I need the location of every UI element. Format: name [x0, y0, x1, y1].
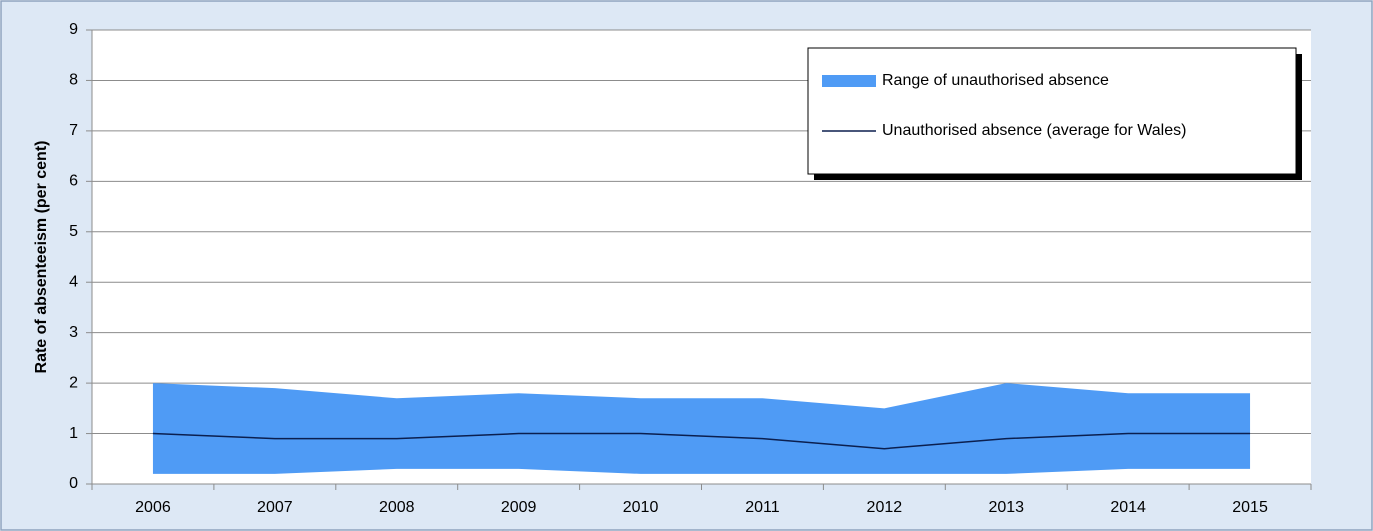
legend: Range of unauthorised absence Unauthorise… — [807, 47, 1302, 180]
grid — [92, 29, 1311, 485]
legend-box — [807, 47, 1297, 175]
y-tick-label: 4 — [69, 273, 78, 290]
y-tick-label: 5 — [69, 223, 78, 240]
legend-label: Unauthorised absence (average for Wales) — [882, 122, 1186, 139]
legend-swatch — [822, 75, 876, 87]
x-tick-label: 2008 — [379, 499, 415, 516]
y-tick-label: 8 — [69, 72, 78, 89]
y-tick-label: 2 — [69, 374, 78, 391]
x-tick-label: 2015 — [1232, 499, 1268, 516]
y-tick-label: 7 — [69, 122, 78, 139]
x-tick-label: 2009 — [501, 499, 537, 516]
x-tick-label: 2011 — [745, 499, 780, 516]
y-tick-label: 0 — [69, 475, 78, 492]
legend-label: Range of unauthorised absence — [882, 72, 1109, 89]
x-tick-label: 2013 — [988, 499, 1024, 516]
y-tick-label: 6 — [69, 173, 78, 190]
y-tick-label: 9 — [69, 21, 78, 38]
y-tick-label: 1 — [69, 425, 78, 442]
x-tick-label: 2010 — [623, 499, 659, 516]
axes: 0 1 2 3 4 5 6 7 8 9 2006 2007 2008 2009 2010 2011 2012 20… — [69, 21, 1312, 516]
y-tick-label: 3 — [69, 324, 78, 341]
x-tick-label: 2007 — [257, 499, 293, 516]
marks — [152, 383, 1251, 474]
y-axis-title: Rate of absenteeism (per cent) — [33, 141, 50, 374]
x-tick-label: 2012 — [867, 499, 903, 516]
line — [152, 432, 1251, 450]
range-area — [152, 383, 1251, 474]
x-tick-label: 2014 — [1110, 499, 1146, 516]
x-tick-label: 2006 — [135, 499, 171, 516]
